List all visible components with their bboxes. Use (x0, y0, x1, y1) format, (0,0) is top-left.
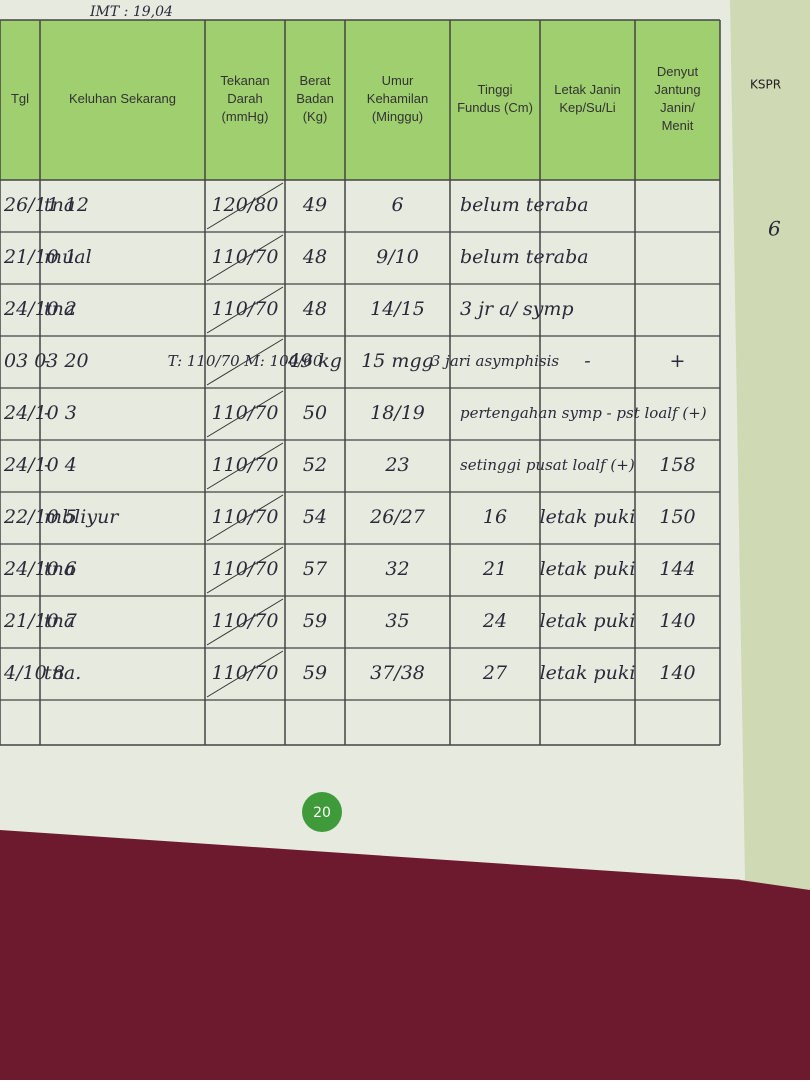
column-header: Tinggi Fundus (Cm) (457, 82, 533, 115)
cell-text: 110/70 (212, 402, 279, 424)
cell-text: 158 (659, 454, 695, 476)
cell-text: 24 (482, 610, 507, 632)
cell-text: 49 kg (287, 350, 342, 372)
cell-text: 9/10 (376, 246, 419, 268)
column-header: Tgl (11, 91, 29, 106)
cell-text: 18/19 (370, 402, 425, 424)
page-number: 20 (313, 805, 331, 821)
cell-text: 48 (302, 298, 327, 320)
cell-text: mual (44, 246, 92, 268)
cell-text: 57 (303, 558, 328, 580)
cell-text: tna (44, 194, 75, 216)
cell-text: 140 (659, 610, 695, 632)
cell-text: 110/70 (212, 610, 279, 632)
bp-slash (206, 650, 284, 698)
cell-text: belum teraba (460, 194, 589, 216)
column-header: Berat Badan (Kg) (296, 73, 334, 124)
cell-text: - (44, 454, 50, 476)
cell-text: 110/70 (212, 558, 279, 580)
cell-text: 24/10 6 (3, 558, 77, 580)
cell-text: 32 (385, 558, 409, 580)
cell-text: 4/10 8 (3, 662, 65, 684)
cell-text: letak puki (540, 558, 636, 580)
column-header: Umur Kehamilan (Minggu) (367, 73, 428, 124)
cell-text: tna. (44, 662, 81, 684)
cell-text: 23 (384, 454, 409, 476)
cell-text: 21/10 7 (3, 610, 78, 632)
page-number-badge (302, 792, 342, 832)
bp-slash (206, 390, 284, 438)
cell-text: 150 (659, 506, 695, 528)
cell-text: 16 (483, 506, 507, 528)
bp-slash (206, 234, 284, 282)
cell-text: pertengahan symp - pst loalf (+) (460, 404, 707, 422)
kspr-value: 6 (768, 217, 781, 241)
cell-text: mbliyur (44, 506, 120, 528)
cell-text: 59 (303, 662, 327, 684)
bp-slash (206, 286, 284, 334)
bp-slash (206, 442, 284, 490)
cell-text: 140 (659, 662, 695, 684)
kspr-label: KSPR (750, 78, 781, 92)
cell-text: 26/27 (369, 506, 426, 528)
bp-slash (206, 598, 284, 646)
cell-text: tna (44, 558, 75, 580)
cell-text: 24/10 2 (3, 298, 77, 320)
cell-text: + (670, 350, 686, 372)
column-header: Letak Janin Kep/Su/Li (554, 82, 621, 115)
cell-text: 24/10 3 (3, 402, 77, 424)
imt-note: IMT : 19,04 (89, 4, 173, 20)
cell-text: 26/11 12 (3, 194, 89, 216)
cell-text: 21 (482, 558, 507, 580)
next-page (720, 0, 810, 890)
cell-text: 37/38 (370, 662, 425, 684)
cell-text: 35 (385, 610, 409, 632)
column-header: Keluhan Sekarang (69, 91, 176, 106)
cell-text: 110/70 (212, 298, 279, 320)
cell-text: 3 jari asymphisis (431, 352, 560, 370)
cell-text: belum teraba (460, 246, 589, 268)
cell-text: 15 mgg (361, 350, 434, 372)
cell-text: 110/70 (212, 454, 279, 476)
bp-slash (206, 338, 284, 386)
cell-text: 6 (391, 194, 403, 216)
cell-text: 3 jr a/ symp (460, 298, 574, 320)
cell-text: 54 (303, 506, 327, 528)
cell-text: letak puki (540, 506, 636, 528)
cell-text: 110/70 (212, 246, 279, 268)
cell-text: setinggi pusat loalf (+) (460, 456, 635, 474)
cell-text: 21/10 1 (3, 246, 77, 268)
cell-text: 59 (303, 610, 327, 632)
cell-text: - (584, 350, 590, 372)
cell-text: 24/10 4 (3, 454, 77, 476)
cell-text: 22/10 5 (3, 506, 77, 528)
column-header: Tekanan Darah (mmHg) (220, 73, 269, 124)
cell-text: letak puki (540, 662, 636, 684)
cell-text: 120/80 (212, 194, 279, 216)
cell-text: 49 (302, 194, 327, 216)
cell-text: 144 (659, 558, 695, 580)
cell-text: 14/15 (370, 298, 425, 320)
cell-text: 50 (303, 402, 327, 424)
cell-text: 03 03 20 (4, 350, 89, 372)
cell-text: 48 (302, 246, 327, 268)
cell-text: - (44, 402, 50, 424)
column-header: Denyut Jantung Janin/Menit (654, 64, 700, 133)
cell-text: 110/70 (212, 662, 279, 684)
bp-slash (206, 494, 284, 542)
cell-text: 52 (303, 454, 327, 476)
cell-text: T: 110/70 M: 100/60 (168, 352, 323, 370)
cell-text: tna (44, 298, 75, 320)
bp-slash (206, 546, 284, 594)
cell-text: 110/70 (212, 506, 279, 528)
table-header-bg (0, 20, 720, 180)
cell-text: - (44, 350, 50, 372)
cell-text: letak puki (540, 610, 636, 632)
bp-slash (206, 182, 284, 230)
cell-text: 27 (482, 662, 508, 684)
cell-text: tna (44, 610, 75, 632)
